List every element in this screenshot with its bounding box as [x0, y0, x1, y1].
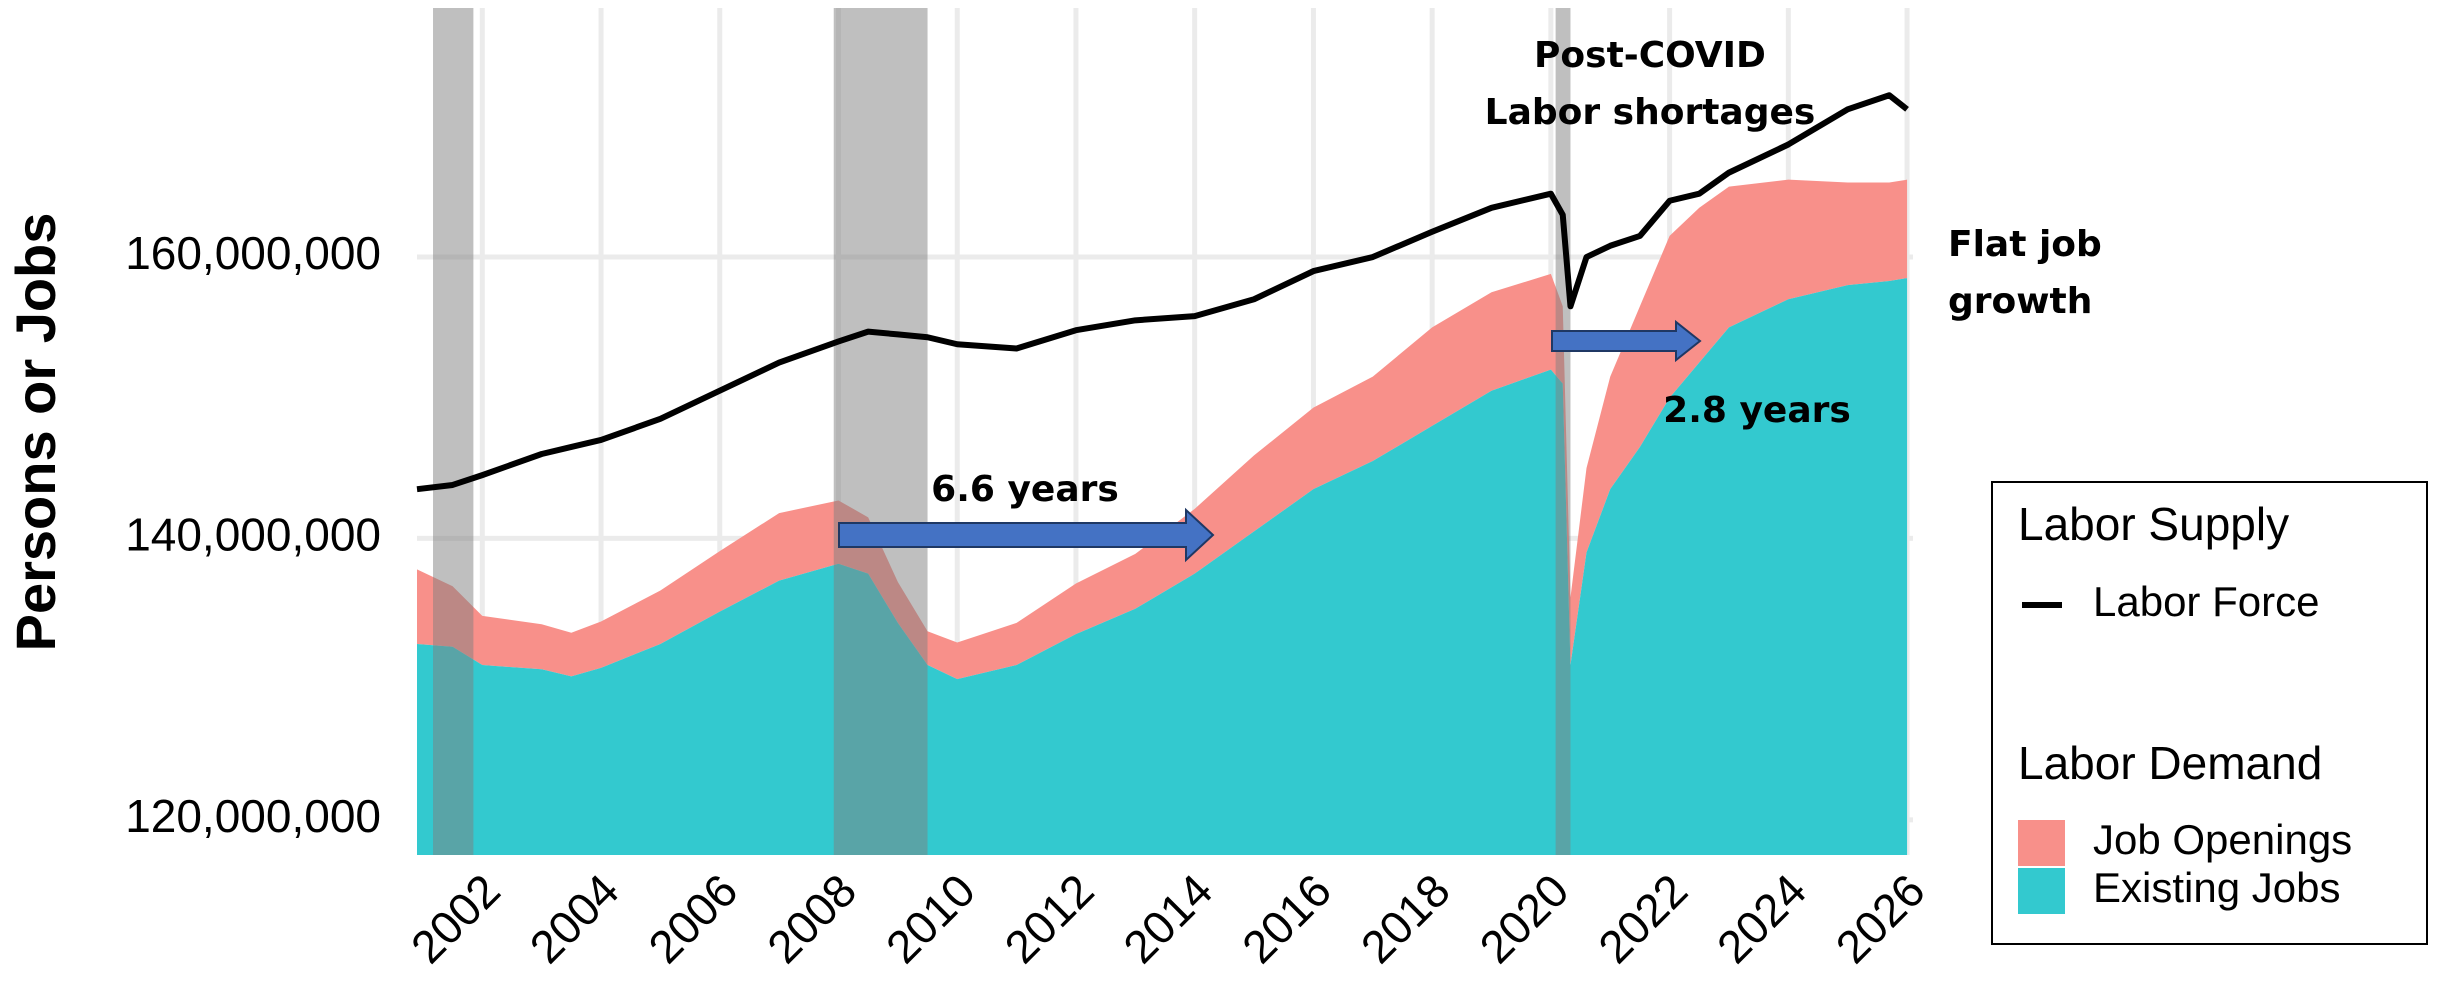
- arrow: [1551, 319, 1702, 363]
- x-tick-label: 2014: [1113, 864, 1222, 973]
- legend-swatch: [2018, 868, 2065, 914]
- area-job-openings: [417, 179, 1908, 680]
- recession-band: [833, 8, 928, 855]
- recession-band: [433, 8, 474, 855]
- area-existing-jobs: [417, 278, 1908, 855]
- legend-title: Labor Supply: [2018, 498, 2289, 550]
- x-tick-label: 2022: [1588, 864, 1697, 973]
- x-tick-label: 2016: [1232, 864, 1341, 973]
- x-tick-label: 2004: [520, 864, 629, 973]
- y-tick-label: 160,000,000: [125, 227, 381, 279]
- x-tick-label: 2026: [1826, 864, 1935, 973]
- annotation: 2.8 years: [1663, 390, 1851, 431]
- x-tick-label: 2006: [638, 864, 747, 973]
- legend-box: [1991, 481, 2428, 945]
- x-tick-label: 2020: [1469, 864, 1578, 973]
- annotation: Flat job: [1948, 224, 2102, 265]
- plot-area: [416, 8, 1913, 855]
- y-tick-label: 120,000,000: [125, 790, 381, 842]
- x-tick-label: 2018: [1351, 864, 1460, 973]
- recession-band: [1555, 8, 1571, 855]
- arrow: [838, 507, 1215, 563]
- legend: Labor Supply Labor Force Labor Demand Job O…: [2018, 498, 2352, 914]
- annotation: growth: [1948, 281, 2092, 322]
- x-tick-label: 2008: [757, 864, 866, 973]
- annotation: 6.6 years: [931, 469, 1119, 510]
- y-axis-label: Persons or Jobs: [4, 213, 67, 652]
- legend-label: Existing Jobs: [2093, 864, 2340, 911]
- legend-title: Labor Demand: [2018, 737, 2322, 789]
- legend-swatch: [2018, 820, 2065, 866]
- x-tick-label: 2012: [994, 864, 1103, 973]
- y-tick-label: 140,000,000: [125, 509, 381, 561]
- x-tick-label: 2002: [401, 864, 510, 973]
- annotation: Labor shortages: [1485, 92, 1816, 133]
- annotation: Post-COVID: [1534, 35, 1766, 76]
- line-labor-force: [416, 92, 1909, 493]
- legend-label: Job Openings: [2093, 816, 2352, 863]
- x-tick-label: 2024: [1707, 864, 1816, 973]
- legend-label: Labor Force: [2093, 578, 2319, 625]
- x-tick-label: 2010: [876, 864, 985, 973]
